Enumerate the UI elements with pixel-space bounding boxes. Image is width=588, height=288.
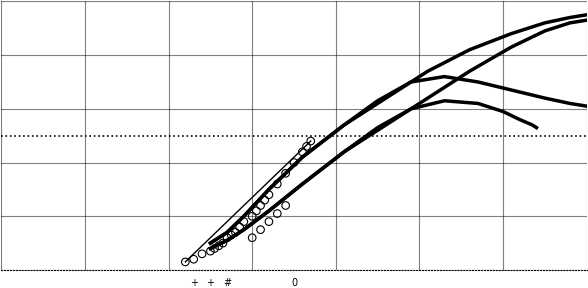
Point bbox=[206, 249, 215, 253]
Point bbox=[281, 203, 290, 208]
Point bbox=[256, 203, 265, 208]
Point bbox=[273, 211, 282, 216]
Point bbox=[210, 246, 219, 251]
Point bbox=[298, 149, 307, 154]
Point bbox=[189, 257, 198, 262]
Point bbox=[306, 139, 315, 143]
Point bbox=[226, 233, 236, 237]
Point bbox=[222, 235, 232, 240]
Point bbox=[198, 251, 207, 256]
Point bbox=[256, 227, 265, 232]
Point bbox=[230, 230, 240, 235]
Text: #: # bbox=[223, 278, 231, 288]
Point bbox=[273, 182, 282, 186]
Point bbox=[252, 209, 261, 213]
Point bbox=[181, 259, 190, 264]
Point bbox=[218, 241, 228, 245]
Point bbox=[214, 243, 223, 248]
Point bbox=[239, 219, 249, 224]
Point bbox=[289, 160, 299, 165]
Point bbox=[264, 219, 273, 224]
Text: +: + bbox=[206, 278, 215, 288]
Point bbox=[264, 192, 273, 197]
Text: 0: 0 bbox=[291, 278, 297, 288]
Point bbox=[235, 225, 245, 229]
Point bbox=[281, 171, 290, 176]
Point bbox=[248, 214, 257, 219]
Point bbox=[302, 144, 311, 149]
Point bbox=[248, 235, 257, 240]
Point bbox=[260, 198, 269, 202]
Text: +: + bbox=[190, 278, 198, 288]
